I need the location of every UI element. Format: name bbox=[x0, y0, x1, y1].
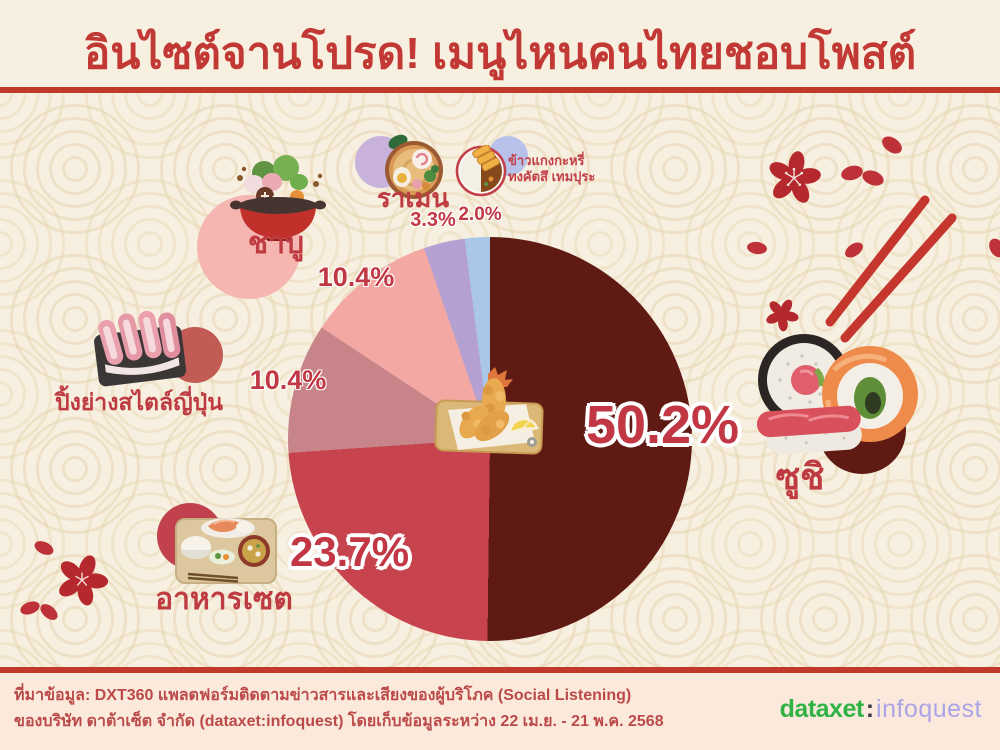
dataxet-infoquest-logo: dataxet:infoquest bbox=[780, 695, 982, 724]
ramen-percent: 3.3% bbox=[410, 209, 456, 231]
logo-separator: : bbox=[865, 695, 875, 723]
page-title: อินไซต์จานโปรด! เมนูไหนคนไทยชอบโพสต์ bbox=[83, 29, 917, 78]
shabu-icon bbox=[230, 155, 326, 241]
grill-label: ปิ้งย่างสไตล์ญี่ปุ่น bbox=[54, 389, 223, 415]
set-meal-percent: 23.7% bbox=[289, 528, 410, 575]
set-meal-label: อาหารเซต bbox=[155, 583, 293, 616]
set-meal-icon bbox=[175, 518, 277, 584]
curry-label-line2: ทงคัตสึ เทมปุระ bbox=[508, 169, 596, 184]
grill-percent: 10.4% bbox=[249, 365, 327, 395]
source-line-2: ของบริษัท ดาต้าเซ็ต จำกัด (dataxet:infoq… bbox=[14, 713, 664, 730]
logo-suffix: infoquest bbox=[876, 695, 982, 723]
sakura-icon bbox=[769, 151, 821, 203]
shabu-percent: 10.4% bbox=[317, 262, 395, 292]
petals-bottom-left-icon bbox=[20, 541, 58, 620]
ramen-icon bbox=[385, 134, 443, 199]
chopsticks-icon bbox=[825, 195, 957, 343]
sakura-small-icon bbox=[766, 299, 799, 332]
curry-percent: 2.0% bbox=[458, 204, 502, 225]
source-line-1: ที่มาข้อมูล: DXT360 แพลตฟอร์มติดตามข่าวส… bbox=[14, 687, 632, 704]
footer: ที่มาข้อมูล: DXT360 แพลตฟอร์มติดตามข่าวส… bbox=[0, 673, 1000, 750]
sushi-label: ซูชิ bbox=[775, 456, 825, 497]
curry-label-line1: ข้าวแกงกะหรี่ bbox=[508, 153, 585, 168]
shabu-label: ชาบู bbox=[247, 227, 305, 260]
grill-meat-icon bbox=[94, 310, 187, 387]
ramen-label: ราเมน bbox=[376, 183, 450, 213]
sushi-icon bbox=[756, 334, 918, 455]
title-divider bbox=[0, 87, 1000, 93]
footer-divider bbox=[0, 667, 1000, 673]
sushi-percent: 50.2% bbox=[585, 395, 740, 455]
tempura-icon bbox=[434, 367, 544, 455]
curry-label: ข้าวแกงกะหรี่ ทงคัตสึ เทมปุระ bbox=[508, 153, 595, 185]
sakura-bottom-left-icon bbox=[59, 555, 109, 606]
logo-brand: dataxet bbox=[779, 695, 865, 723]
curry-rice-icon bbox=[455, 145, 507, 197]
petals-top-right-icon bbox=[747, 136, 1000, 258]
